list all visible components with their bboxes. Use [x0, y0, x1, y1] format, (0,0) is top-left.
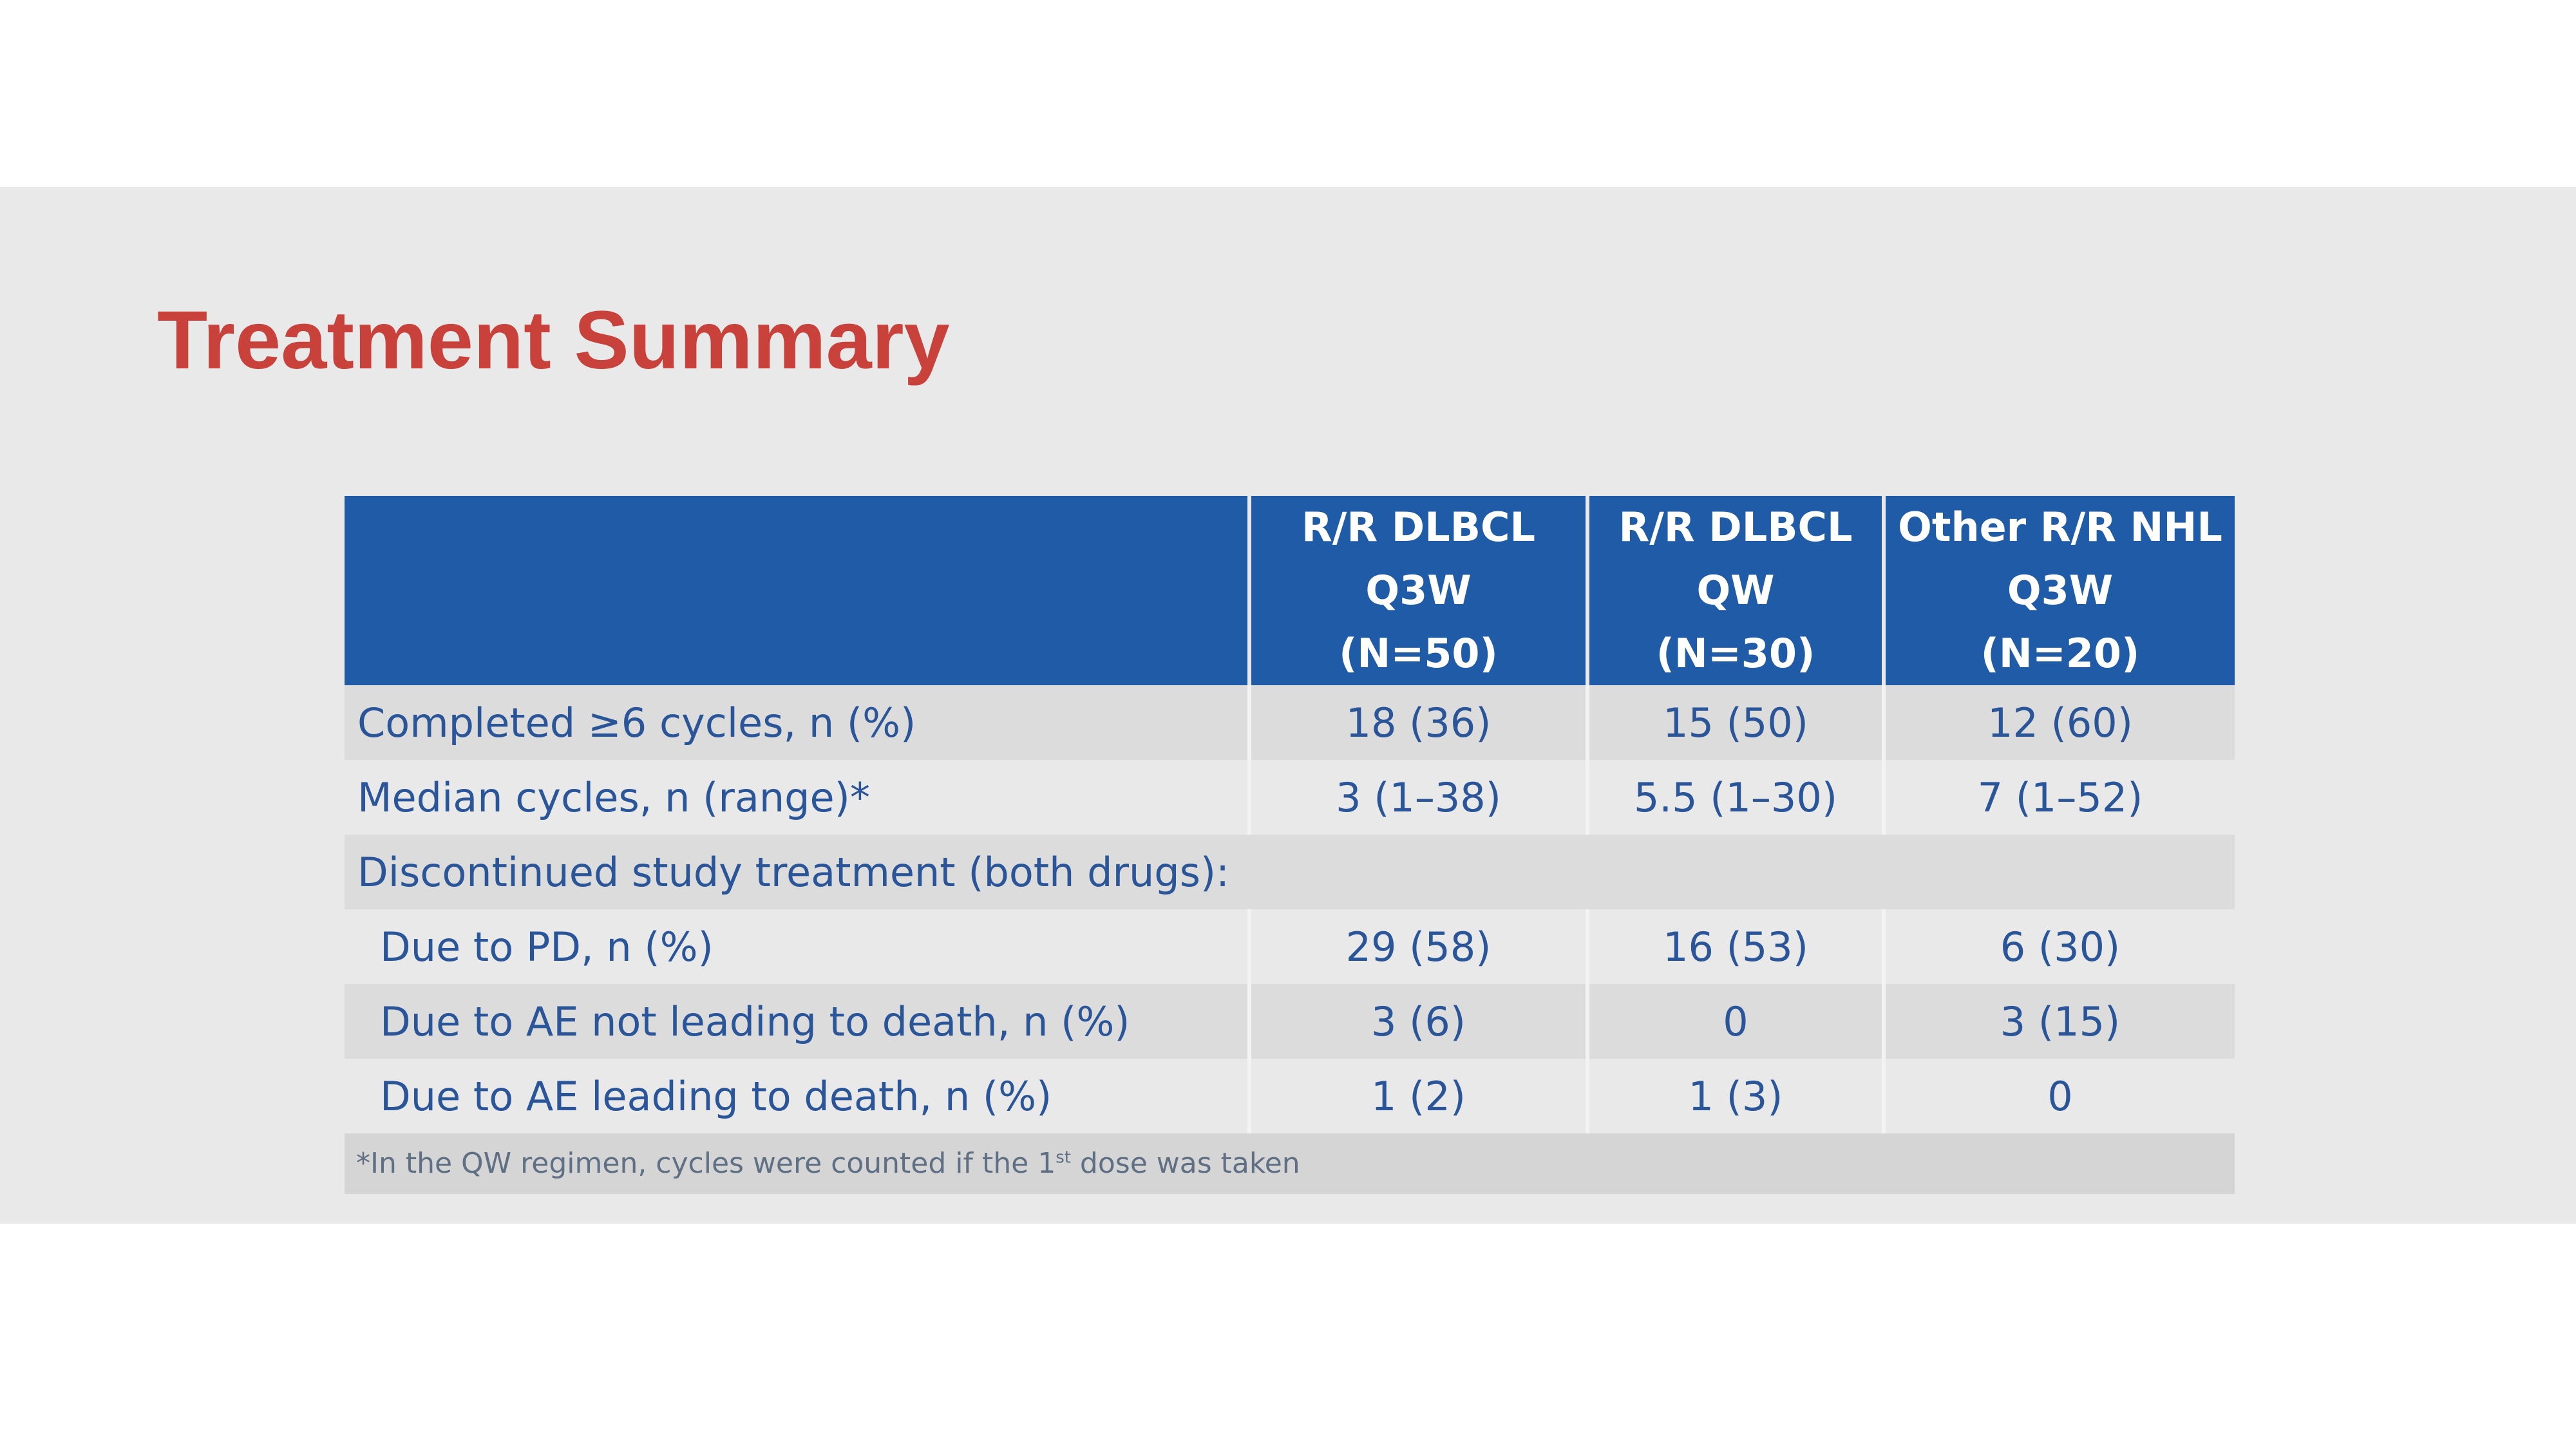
- column-header-dlbcl-q3w: R/R DLBCL Q3W (N=50): [1247, 496, 1587, 685]
- table-cell: 0: [1882, 1059, 2235, 1133]
- column-header-line: Q3W: [2007, 567, 2114, 614]
- column-header-line: (N=30): [1656, 630, 1815, 677]
- table-cell: 5.5 (1–30): [1586, 760, 1884, 835]
- section-label: Discontinued study treatment (both drugs…: [345, 835, 2235, 909]
- table-cell: 15 (50): [1586, 685, 1884, 760]
- row-label: Median cycles, n (range)*: [345, 760, 1249, 835]
- treatment-summary-table-container: R/R DLBCL Q3W (N=50) R/R DLBCL QW (N=30)…: [345, 496, 2235, 1194]
- table-row: Due to AE leading to death, n (%) 1 (2) …: [345, 1059, 2235, 1133]
- column-header-line: Other R/R NHL: [1898, 504, 2222, 551]
- table-row: Median cycles, n (range)* 3 (1–38) 5.5 (…: [345, 760, 2235, 835]
- table-row: Due to PD, n (%) 29 (58) 16 (53) 6 (30): [345, 909, 2235, 984]
- column-header-line: QW: [1696, 567, 1775, 614]
- footnote-superscript: st: [1056, 1148, 1071, 1168]
- row-label: Due to AE leading to death, n (%): [345, 1059, 1249, 1133]
- footnote-text: *In the QW regimen, cycles were counted …: [356, 1147, 1056, 1180]
- table-cell: 3 (15): [1882, 984, 2235, 1059]
- table-cell: 1 (2): [1247, 1059, 1587, 1133]
- column-header-dlbcl-qw: R/R DLBCL QW (N=30): [1586, 496, 1884, 685]
- table-header-row: R/R DLBCL Q3W (N=50) R/R DLBCL QW (N=30)…: [345, 496, 2235, 685]
- column-header-line: R/R DLBCL: [1618, 504, 1853, 551]
- table-cell: 16 (53): [1586, 909, 1884, 984]
- column-header-line: R/R DLBCL: [1302, 504, 1535, 551]
- table-cell: 12 (60): [1882, 685, 2235, 760]
- slide-title: Treatment Summary: [157, 294, 950, 386]
- table-cell: 1 (3): [1586, 1059, 1884, 1133]
- header-empty-cell: [345, 496, 1249, 685]
- table-footnote: *In the QW regimen, cycles were counted …: [345, 1133, 2235, 1194]
- column-header-line: Q3W: [1365, 567, 1472, 614]
- row-label: Completed ≥6 cycles, n (%): [345, 685, 1249, 760]
- section-header-row: Discontinued study treatment (both drugs…: [345, 835, 2235, 909]
- column-header-other-nhl-q3w: Other R/R NHL Q3W (N=20): [1882, 496, 2235, 685]
- column-header-line: (N=50): [1339, 630, 1498, 677]
- table-cell: 7 (1–52): [1882, 760, 2235, 835]
- treatment-summary-table: R/R DLBCL Q3W (N=50) R/R DLBCL QW (N=30)…: [345, 496, 2235, 1133]
- table-row: Completed ≥6 cycles, n (%) 18 (36) 15 (5…: [345, 685, 2235, 760]
- table-cell: 0: [1586, 984, 1884, 1059]
- footnote-text-end: dose was taken: [1070, 1147, 1300, 1180]
- table-cell: 18 (36): [1247, 685, 1587, 760]
- row-label: Due to AE not leading to death, n (%): [345, 984, 1249, 1059]
- slide: Treatment Summary R/R DLBCL Q3W (N=50) R…: [0, 187, 2576, 1224]
- table-row: Due to AE not leading to death, n (%) 3 …: [345, 984, 2235, 1059]
- table-cell: 3 (1–38): [1247, 760, 1587, 835]
- column-header-line: (N=20): [1980, 630, 2140, 677]
- table-cell: 29 (58): [1247, 909, 1587, 984]
- table-cell: 6 (30): [1882, 909, 2235, 984]
- row-label: Due to PD, n (%): [345, 909, 1249, 984]
- table-cell: 3 (6): [1247, 984, 1587, 1059]
